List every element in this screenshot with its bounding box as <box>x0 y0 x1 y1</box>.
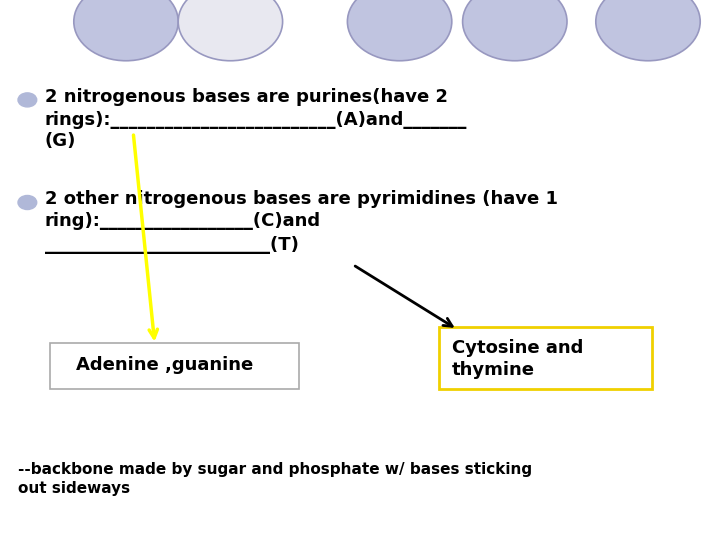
Ellipse shape <box>73 0 179 60</box>
Circle shape <box>18 195 37 210</box>
Text: Cytosine and: Cytosine and <box>452 339 583 357</box>
Ellipse shape <box>596 0 701 60</box>
FancyBboxPatch shape <box>439 327 652 389</box>
Ellipse shape <box>179 0 283 60</box>
FancyBboxPatch shape <box>50 343 299 389</box>
Circle shape <box>18 93 37 107</box>
Text: _________________________(T): _________________________(T) <box>45 235 299 254</box>
Text: --backbone made by sugar and phosphate w/ bases sticking: --backbone made by sugar and phosphate w… <box>18 462 532 477</box>
Text: (G): (G) <box>45 132 76 151</box>
Text: rings):_________________________(A)and_______: rings):_________________________(A)and__… <box>45 111 467 129</box>
Text: ring):_________________(C)and: ring):_________________(C)and <box>45 212 321 231</box>
Text: Adenine ,guanine: Adenine ,guanine <box>76 356 253 374</box>
Ellipse shape <box>462 0 567 60</box>
Text: 2 nitrogenous bases are purines(have 2: 2 nitrogenous bases are purines(have 2 <box>45 88 448 106</box>
Text: 2 other nitrogenous bases are pyrimidines (have 1: 2 other nitrogenous bases are pyrimidine… <box>45 190 557 208</box>
Ellipse shape <box>348 0 452 60</box>
Text: thymine: thymine <box>452 361 535 379</box>
Text: out sideways: out sideways <box>18 481 130 496</box>
